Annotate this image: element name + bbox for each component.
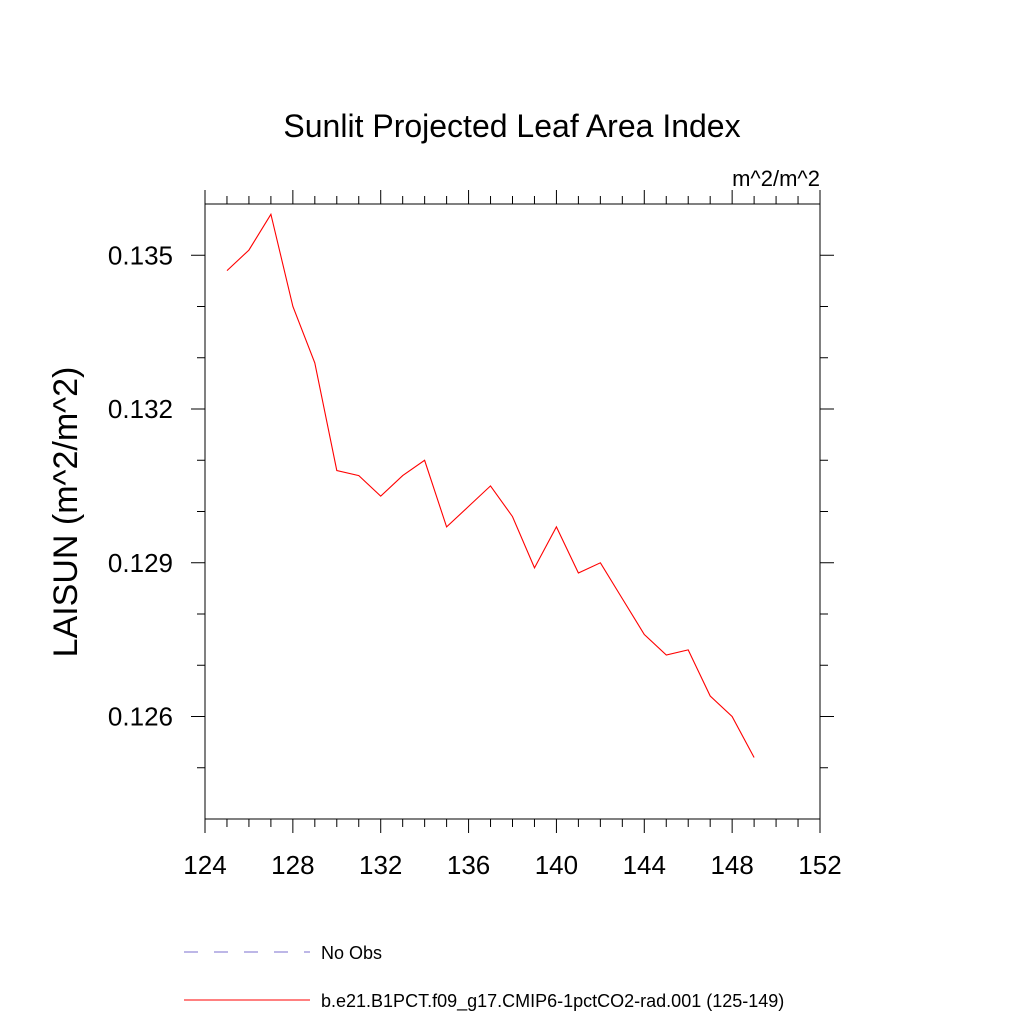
series-layer bbox=[226, 212, 755, 758]
legend-label: No Obs bbox=[321, 943, 382, 963]
x-tick-label: 140 bbox=[535, 850, 578, 880]
axis-ticks: 124 128 132 136 140 144 148 152 0.126 0.129 0.132 0… bbox=[108, 190, 842, 880]
legend: No Obs b.e21.B1PCT.f09_g17.CMIP6-1pctCO2-… bbox=[184, 943, 784, 1012]
x-tick-label: 136 bbox=[447, 850, 490, 880]
y-tick-label: 0.132 bbox=[108, 394, 173, 424]
series-line bbox=[226, 212, 755, 758]
units-label: m^2/m^2 bbox=[732, 166, 820, 191]
x-tick-label: 128 bbox=[271, 850, 314, 880]
legend-label: b.e21.B1PCT.f09_g17.CMIP6-1pctCO2-rad.00… bbox=[321, 991, 784, 1012]
y-tick-label: 0.135 bbox=[108, 240, 173, 270]
plot-frame bbox=[204, 203, 821, 820]
x-tick-label: 148 bbox=[710, 850, 753, 880]
y-tick-label: 0.126 bbox=[108, 702, 173, 732]
y-axis-label: LAISUN (m^2/m^2) bbox=[47, 367, 85, 658]
x-tick-label: 132 bbox=[359, 850, 402, 880]
chart-title: Sunlit Projected Leaf Area Index bbox=[283, 108, 740, 144]
x-tick-label: 152 bbox=[798, 850, 841, 880]
y-tick-label: 0.129 bbox=[108, 548, 173, 578]
x-tick-label: 124 bbox=[183, 850, 226, 880]
x-tick-label: 144 bbox=[623, 850, 666, 880]
